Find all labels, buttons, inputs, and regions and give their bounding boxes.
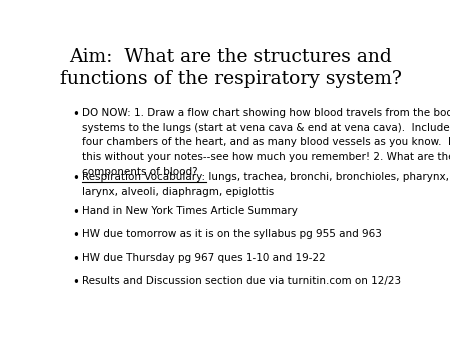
Text: systems to the lungs (start at vena cava & end at vena cava).  Include the: systems to the lungs (start at vena cava… [82, 123, 450, 133]
Text: DO NOW: 1. Draw a flow chart showing how blood travels from the body: DO NOW: 1. Draw a flow chart showing how… [82, 108, 450, 118]
Text: this without your notes--see how much you remember! 2. What are the: this without your notes--see how much yo… [82, 152, 450, 162]
Text: HW due Thursday pg 967 ques 1-10 and 19-22: HW due Thursday pg 967 ques 1-10 and 19-… [82, 253, 326, 263]
Text: Respiration Vocabulary: lungs, trachea, bronchi, bronchioles, pharynx,: Respiration Vocabulary: lungs, trachea, … [82, 172, 450, 182]
Text: components of blood?: components of blood? [82, 167, 198, 177]
Text: four chambers of the heart, and as many blood vessels as you know.  Do: four chambers of the heart, and as many … [82, 138, 450, 147]
Text: Results and Discussion section due via turnitin.com on 12/23: Results and Discussion section due via t… [82, 276, 401, 286]
Text: •: • [72, 276, 79, 289]
Text: Hand in New York Times Article Summary: Hand in New York Times Article Summary [82, 206, 298, 216]
Text: •: • [72, 206, 79, 219]
Text: •: • [72, 108, 79, 121]
Text: Aim:  What are the structures and
functions of the respiratory system?: Aim: What are the structures and functio… [60, 48, 401, 88]
Text: •: • [72, 229, 79, 242]
Text: larynx, alveoli, diaphragm, epiglottis: larynx, alveoli, diaphragm, epiglottis [82, 187, 274, 197]
Text: •: • [72, 253, 79, 266]
Text: •: • [72, 172, 79, 185]
Text: HW due tomorrow as it is on the syllabus pg 955 and 963: HW due tomorrow as it is on the syllabus… [82, 229, 382, 239]
